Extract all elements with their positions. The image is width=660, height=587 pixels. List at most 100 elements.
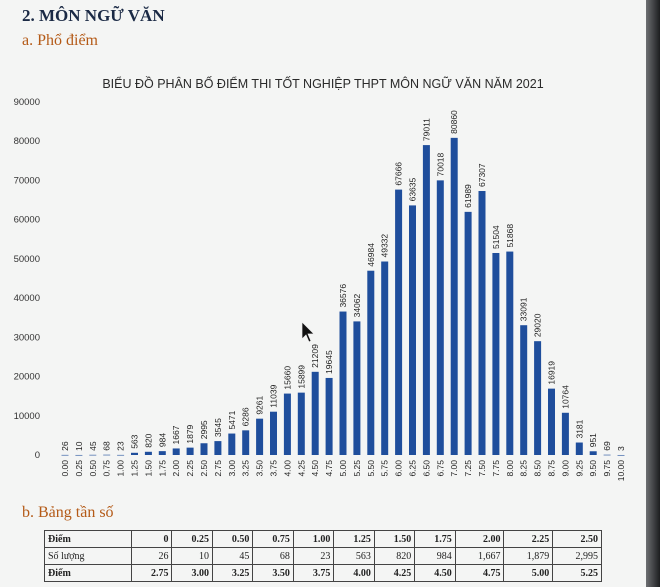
bar	[353, 321, 361, 455]
table-cell: 4.25	[373, 564, 416, 582]
table-cell: 2.75	[130, 564, 173, 582]
table-cell: 4.00	[333, 564, 375, 582]
bar-value-label: 19645	[324, 350, 334, 374]
bar	[450, 137, 458, 455]
x-tick-label: 4.75	[324, 460, 334, 477]
table-cell: 1.25	[333, 530, 375, 548]
bar	[103, 454, 111, 456]
row-header: Số lượng	[44, 547, 132, 565]
y-tick-label: 30000	[14, 332, 40, 343]
bar	[242, 430, 250, 455]
bar	[89, 454, 97, 456]
y-tick-label: 20000	[14, 372, 40, 383]
table-cell: 820	[373, 547, 416, 565]
x-tick-label: 3.50	[255, 460, 265, 477]
y-tick-label: 70000	[14, 175, 40, 186]
bar-value-label: 67307	[477, 163, 487, 187]
bar	[436, 180, 444, 455]
bar	[617, 454, 625, 456]
bar-value-label: 51868	[505, 224, 515, 248]
x-tick-label: 7.50	[477, 460, 487, 477]
bar-value-label: 70018	[435, 152, 445, 176]
row-header: Điểm	[44, 564, 132, 582]
bar	[144, 451, 152, 455]
bar-value-label: 36576	[338, 284, 348, 308]
table-cell: 2.25	[503, 530, 554, 548]
bar-value-label: 49332	[380, 234, 390, 258]
x-tick-label: 0.75	[102, 460, 112, 477]
bar-value-label: 61989	[463, 184, 473, 208]
table-cell: 1.00	[292, 530, 335, 548]
x-tick-label: 7.25	[463, 460, 473, 477]
x-tick-label: 9.00	[560, 460, 570, 477]
table-cell: 3.75	[292, 564, 335, 582]
x-tick-label: 5.25	[352, 460, 362, 477]
bar-value-label: 16919	[547, 361, 557, 385]
x-tick-label: 5.00	[338, 460, 348, 477]
bar	[548, 388, 555, 455]
table-cell: 0.25	[171, 530, 213, 548]
bar-value-label: 79011	[421, 118, 431, 141]
bar	[561, 412, 569, 455]
bar-value-label: 33091	[519, 297, 529, 321]
table-cell: 3.50	[252, 564, 294, 582]
x-tick-label: 8.50	[533, 460, 543, 477]
x-tick-label: 2.75	[213, 460, 223, 477]
bar-value-label: 34062	[352, 293, 362, 317]
bar-value-label: 9261	[255, 395, 265, 414]
bar-value-label: 68	[102, 441, 112, 451]
bar-value-label: 951	[588, 433, 598, 447]
bar	[283, 393, 291, 455]
bar-value-label: 10	[74, 441, 84, 451]
table-row: Số lượng 26 10 45 68 23 563 820 984 1,667 1,879 2,9…	[44, 547, 602, 565]
x-tick-label: 4.25	[296, 460, 306, 477]
y-tick-label: 10000	[14, 411, 40, 422]
bar	[311, 371, 319, 455]
table-cell: 23	[292, 547, 335, 565]
table-cell: 10	[171, 547, 213, 565]
bar	[506, 251, 514, 455]
x-tick-label: 3.75	[269, 460, 279, 477]
y-tick-label: 0	[35, 450, 40, 461]
bar-value-label: 69	[602, 441, 612, 451]
bar	[422, 145, 430, 455]
frequency-table: Điểm 0 0.25 0.50 0.75 1.00 1.25 1.50 1.75 2.00 2.2…	[44, 530, 602, 582]
table-cell: 0.75	[252, 530, 294, 548]
bar-value-label: 45	[88, 441, 98, 451]
bar-value-label: 63635	[408, 178, 418, 202]
bar	[464, 211, 472, 455]
bar	[589, 451, 597, 455]
bar	[381, 261, 389, 455]
table-cell: 1.75	[414, 530, 456, 548]
table-cell: 563	[333, 547, 375, 565]
bar-value-label: 2995	[199, 420, 209, 439]
bar	[575, 442, 583, 455]
bar-value-label: 3545	[213, 418, 223, 437]
bar-value-label: 10764	[560, 385, 570, 409]
x-tick-label: 5.75	[380, 460, 390, 477]
bar-value-label: 1667	[171, 425, 181, 444]
table-cell: 0	[130, 530, 173, 548]
monitor-bezel	[646, 0, 660, 587]
table-row: Điểm 0 0.25 0.50 0.75 1.00 1.25 1.50 1.75 2.00 2.2…	[44, 530, 602, 548]
bar	[270, 411, 277, 455]
x-tick-label: 9.50	[588, 460, 598, 477]
table-cell: 68	[252, 547, 294, 565]
table-cell: 984	[414, 547, 456, 565]
bar	[256, 418, 264, 455]
bar-value-label: 3181	[574, 419, 584, 438]
bar	[75, 454, 83, 456]
bar-value-label: 984	[157, 433, 167, 447]
bar	[409, 205, 416, 455]
x-tick-label: 8.75	[547, 460, 557, 477]
section-title: 2. MÔN NGỮ VĂN	[22, 6, 165, 25]
x-tick-label: 4.00	[282, 460, 292, 477]
x-tick-label: 0.50	[88, 460, 98, 477]
mouse-cursor-icon	[301, 321, 315, 343]
table-cell: 45	[211, 547, 254, 565]
table-cell: 1,667	[454, 547, 505, 565]
x-tick-label: 5.50	[366, 460, 376, 477]
x-tick-label: 3.25	[241, 460, 251, 477]
x-tick-label: 8.00	[505, 460, 515, 477]
table-cell: 3.00	[171, 564, 213, 582]
